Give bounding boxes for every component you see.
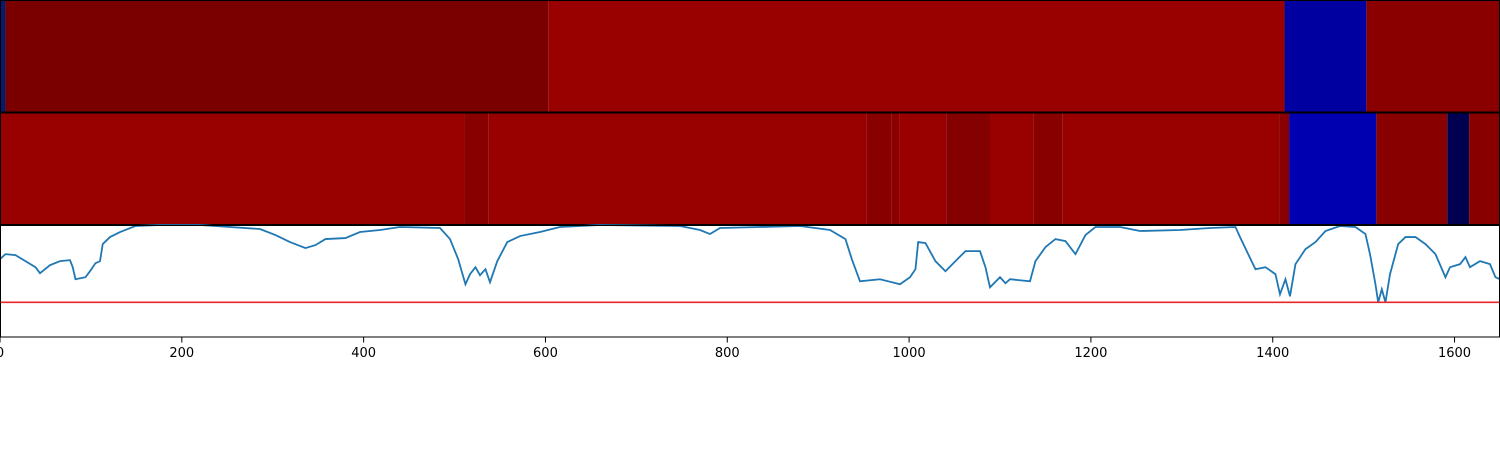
x-tick-label: 200 bbox=[169, 346, 194, 361]
heat-segment bbox=[1033, 112, 1063, 225]
heat-segment bbox=[464, 112, 489, 225]
x-tick-label: 1400 bbox=[1256, 346, 1289, 361]
heat-segment bbox=[1062, 112, 1280, 225]
panel-frame bbox=[0, 225, 1500, 338]
x-tick-label: 1600 bbox=[1438, 346, 1471, 361]
heat-segment bbox=[488, 112, 867, 225]
x-tick-label: 1200 bbox=[1074, 346, 1107, 361]
heat-segment bbox=[1284, 0, 1367, 113]
heat-segment bbox=[1366, 0, 1500, 113]
x-tick-label: 400 bbox=[351, 346, 376, 361]
x-tick-label: 0 bbox=[0, 346, 4, 361]
heat-segment bbox=[1279, 112, 1290, 225]
heat-segment bbox=[548, 0, 1285, 113]
heat-segment bbox=[1447, 112, 1470, 225]
heat-segment bbox=[891, 112, 900, 225]
heat-segment bbox=[1469, 112, 1500, 225]
line bbox=[0, 224, 1500, 303]
heat-segment bbox=[946, 112, 990, 225]
x-tick-label: 1000 bbox=[893, 346, 926, 361]
heat-segment bbox=[899, 112, 947, 225]
heat-segment bbox=[0, 112, 465, 225]
x-tick-label: 800 bbox=[715, 346, 740, 361]
heat-segment bbox=[1289, 112, 1377, 225]
x-tick-label: 600 bbox=[533, 346, 558, 361]
heat-segment bbox=[866, 112, 892, 225]
heat-segment bbox=[0, 0, 6, 113]
heat-segment bbox=[5, 0, 549, 113]
heat-segment bbox=[990, 112, 1034, 225]
heat-segment bbox=[1376, 112, 1448, 225]
